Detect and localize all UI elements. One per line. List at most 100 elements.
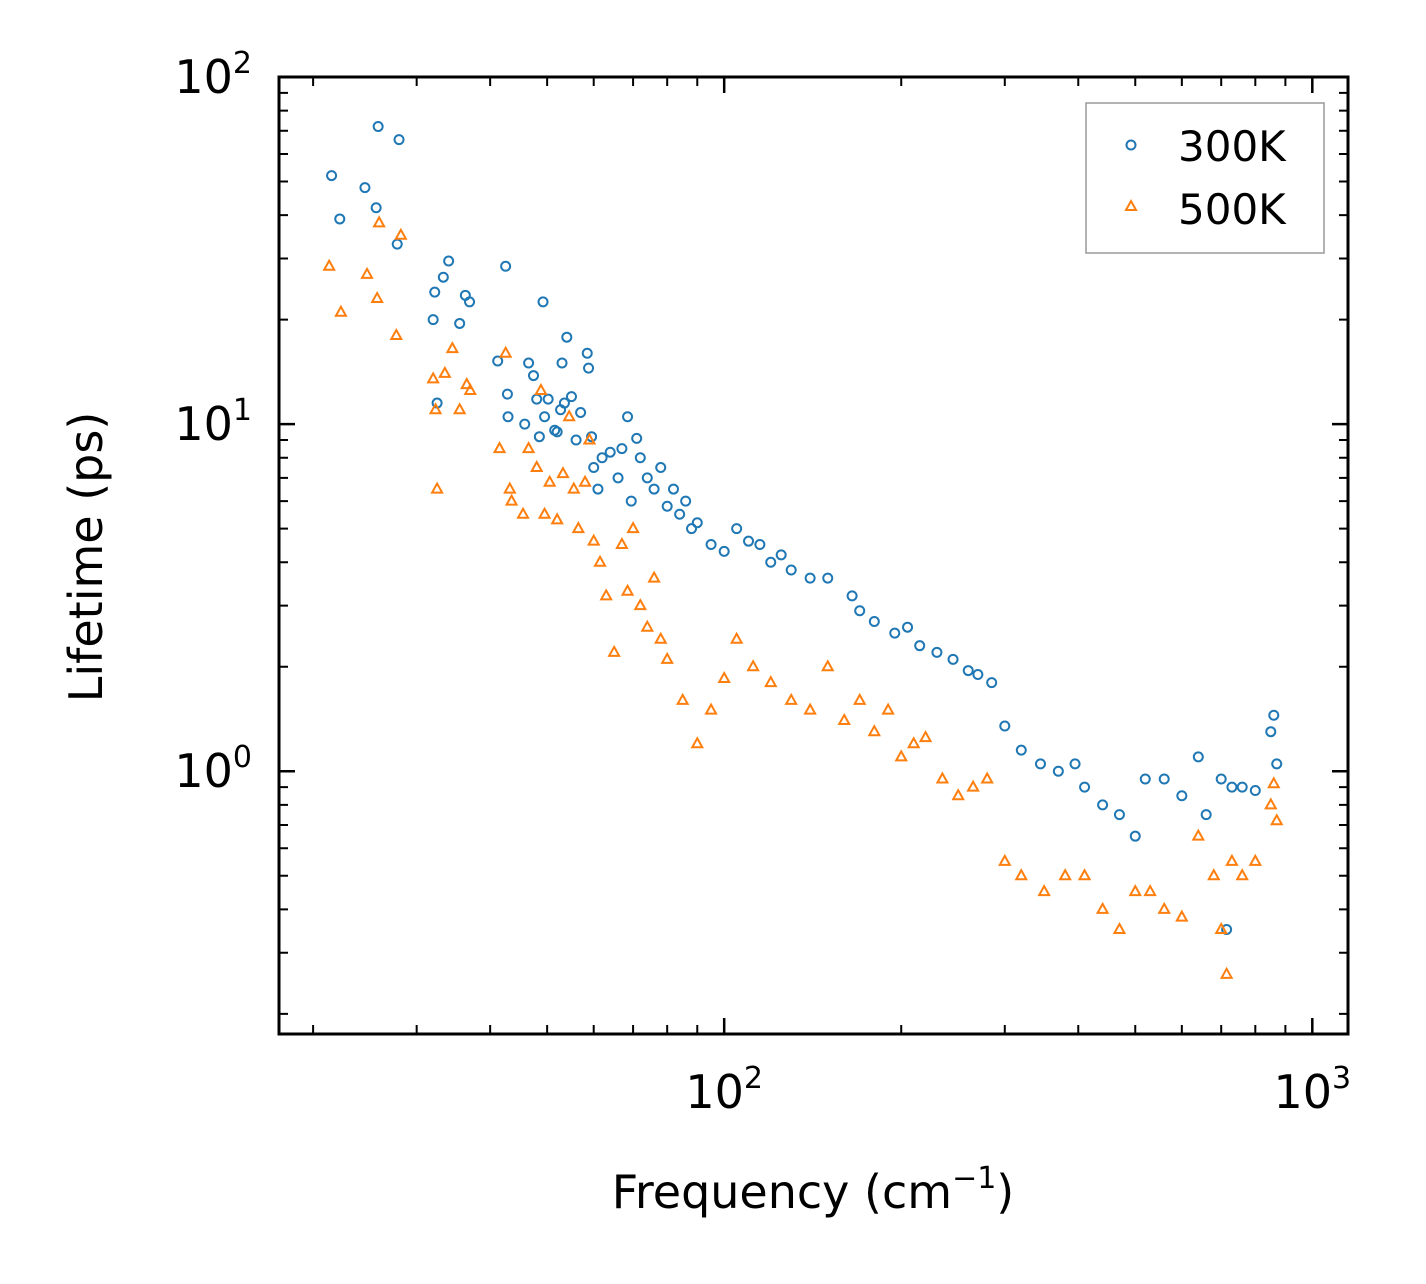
y-tick-label-exp: 1 — [233, 393, 252, 428]
data-point-500k — [1112, 921, 1127, 935]
data-point-500k — [764, 675, 778, 688]
legend-label-500k: 500K — [1178, 185, 1287, 234]
data-point-500k — [503, 481, 517, 494]
data-point-500k — [1267, 776, 1281, 789]
data-point-300k — [705, 538, 717, 550]
data-point-300k — [680, 495, 692, 507]
data-point-300k — [454, 317, 466, 329]
data-point-300k — [999, 720, 1011, 732]
data-point-300k — [718, 545, 730, 557]
data-point-500k — [571, 521, 586, 534]
data-point-500k — [690, 736, 704, 749]
data-point-300k — [667, 483, 679, 495]
x-axis-label-tail: ) — [996, 1165, 1014, 1219]
data-point-500k — [1235, 868, 1249, 881]
data-point-300k — [1015, 744, 1027, 756]
data-point-300k — [648, 483, 660, 495]
data-point-500k — [894, 749, 908, 762]
data-point-300k — [765, 556, 777, 568]
data-point-500k — [918, 730, 933, 743]
x-tick-label: 102 — [685, 1061, 763, 1119]
data-point-300k — [533, 431, 545, 443]
legend: 300K 500K — [1085, 102, 1325, 254]
data-point-300k — [612, 472, 624, 484]
data-point-500k — [578, 474, 592, 487]
data-point-500k — [615, 536, 629, 549]
data-point-300k — [561, 331, 573, 343]
data-point-500k — [537, 506, 552, 519]
data-point-300k — [539, 411, 551, 423]
data-point-500k — [906, 736, 921, 749]
x-tick-label: 103 — [1273, 1061, 1351, 1119]
data-point-300k — [464, 296, 476, 308]
data-point-300k — [804, 572, 816, 584]
data-point-500k — [593, 554, 607, 567]
data-points — [322, 121, 1284, 979]
data-point-300k — [372, 121, 384, 133]
data-point-300k — [427, 314, 439, 326]
data-point-300k — [641, 472, 653, 484]
data-point-300k — [596, 452, 608, 464]
x-axis-label-base: Frequency (cm — [612, 1165, 952, 1219]
data-point-300k — [962, 665, 974, 677]
data-point-300k — [429, 286, 441, 298]
y-axis-label: Lifetime (ps) — [59, 412, 113, 703]
y-tick-label-exp: 0 — [233, 740, 252, 775]
data-point-500k — [966, 779, 980, 792]
data-point-500k — [1157, 901, 1171, 914]
data-point-300k — [1034, 758, 1046, 770]
data-point-300k — [854, 605, 866, 617]
y-tick-label: 101 — [174, 393, 252, 451]
data-point-300k — [986, 677, 998, 689]
data-point-300k — [570, 434, 582, 446]
data-point-500k — [516, 506, 530, 519]
data-point-500k — [633, 598, 647, 611]
data-point-500k — [1264, 797, 1278, 810]
data-point-500k — [837, 712, 851, 726]
data-point-500k — [607, 644, 621, 657]
data-point-500k — [521, 441, 536, 454]
data-point-300k — [1129, 830, 1141, 842]
data-point-300k — [501, 388, 513, 400]
data-point-300k — [931, 646, 943, 658]
data-point-300k — [537, 296, 549, 308]
data-point-500k — [394, 227, 408, 240]
data-point-300k — [556, 357, 568, 369]
series-500k — [322, 215, 1284, 979]
data-point-500k — [980, 771, 994, 784]
data-point-500k — [534, 382, 548, 395]
data-point-500k — [334, 304, 348, 317]
x-axis-label: Frequency (cm−1) — [612, 1161, 1015, 1219]
data-point-300k — [393, 134, 405, 146]
data-point-300k — [622, 411, 634, 423]
data-point-300k — [592, 483, 604, 495]
data-point-500k — [1128, 884, 1142, 897]
data-point-300k — [542, 393, 554, 405]
data-point-300k — [359, 182, 371, 194]
data-point-300k — [502, 411, 514, 423]
data-point-300k — [1249, 785, 1261, 797]
data-point-500k — [370, 290, 384, 304]
data-point-500k — [803, 702, 817, 715]
data-point-500k — [951, 788, 965, 801]
data-point-300k — [822, 572, 834, 584]
plot-frame — [277, 75, 1350, 1036]
data-point-500k — [445, 341, 460, 354]
data-point-300k — [631, 432, 643, 444]
data-point-500k — [1058, 868, 1072, 881]
data-point-500k — [1270, 813, 1284, 826]
data-point-300k — [565, 391, 577, 403]
data-point-300k — [731, 523, 743, 535]
data-point-300k — [1113, 809, 1125, 821]
data-point-500k — [567, 481, 581, 494]
data-point-500k — [372, 215, 386, 228]
data-point-300k — [1069, 758, 1081, 770]
data-point-500k — [542, 474, 557, 487]
data-point-300k — [947, 653, 959, 665]
data-point-500k — [463, 382, 477, 395]
data-point-300k — [868, 616, 880, 628]
data-point-300k — [437, 271, 449, 283]
data-point-300k — [588, 461, 600, 473]
data-point-500k — [1248, 853, 1263, 866]
